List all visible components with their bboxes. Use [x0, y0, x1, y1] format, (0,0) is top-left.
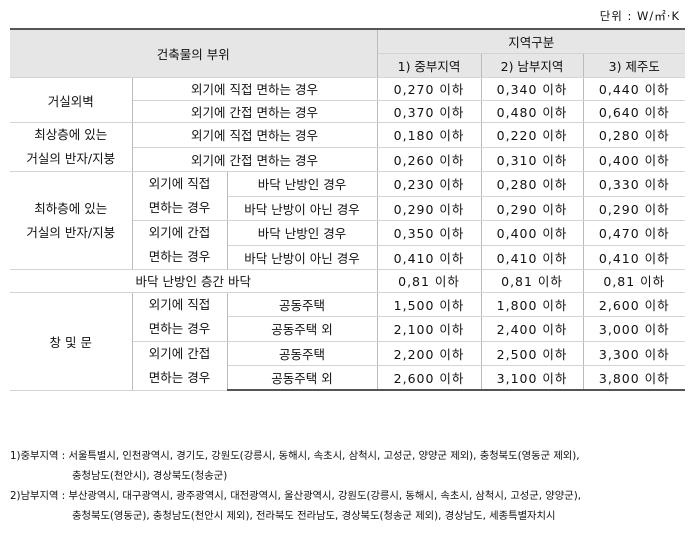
value-cell: 0,480 이하: [481, 100, 584, 123]
header-region-jeju: 3) 제주도: [583, 53, 686, 78]
floor-not-heated-label: 바닥 난방이 아닌 경우: [227, 245, 378, 270]
table-row: 공동주택 외 2,600 이하 3,100 이하 3,800 이하: [10, 365, 686, 391]
value-cell: 0,400 이하: [583, 147, 686, 172]
wall-indirect-label: 외기에 간접 면하는 경우: [132, 100, 378, 123]
value-cell: 2,400 이하: [481, 316, 584, 342]
value-cell: 0,81 이하: [481, 269, 584, 293]
roof-direct-label: 외기에 직접 면하는 경우: [132, 122, 378, 148]
windows-direct-label: 외기에 직접 면하는 경우: [132, 291, 228, 342]
footnotes: 1)중부지역 : 서울특별시, 인천광역시, 경기도, 강원도(강릉시, 동해시…: [10, 446, 690, 526]
table-row: 바닥 난방이 아닌 경우 0,410 이하 0,410 이하 0,410 이하: [10, 245, 686, 270]
value-cell: 3,000 이하: [583, 316, 686, 342]
roof-label-line2: 거실의 반자/지붕: [26, 151, 116, 166]
wall-label: 거실외벽: [10, 77, 133, 123]
value-cell: 3,800 이하: [583, 365, 686, 391]
value-cell: 0,330 이하: [583, 171, 686, 197]
header-region-central: 1) 중부지역: [377, 53, 482, 78]
table-row: 최상층에 있는 거실의 반자/지붕 외기에 직접 면하는 경우 0,180 이하…: [10, 122, 686, 172]
windows-indirect-line1: 외기에 간접: [148, 345, 211, 361]
value-cell: 0,280 이하: [481, 171, 584, 197]
value-cell: 0,410 이하: [377, 245, 482, 270]
floor-direct-line1: 외기에 직접: [148, 176, 211, 191]
table-row: 바닥 난방이 아닌 경우 0,290 이하 0,290 이하 0,290 이하: [10, 196, 686, 221]
value-cell: 0,290 이하: [583, 196, 686, 221]
unit-label: 단위 : W/㎡·K: [599, 9, 680, 23]
value-cell: 0,410 이하: [481, 245, 584, 270]
table-row: 외기에 간접 면하는 경우 바닥 난방인 경우 0,350 이하 0,400 이…: [10, 220, 686, 270]
table-row: 외기에 간접 면하는 경우 0,370 이하 0,480 이하 0,640 이하: [10, 100, 686, 123]
value-cell: 2,100 이하: [377, 316, 482, 342]
header-row: 건축물의 부위 지역구분: [10, 28, 686, 78]
value-cell: 0,290 이하: [377, 196, 482, 221]
table-row: 바닥 난방인 층간 바닥 0,81 이하 0,81 이하 0,81 이하: [10, 269, 686, 293]
value-cell: 1,500 이하: [377, 291, 482, 317]
value-cell: 2,600 이하: [583, 291, 686, 317]
footnote-central-line1: 1)중부지역 : 서울특별시, 인천광역시, 경기도, 강원도(강릉시, 동해시…: [10, 450, 580, 462]
floor-label-line1: 최하층에 있는: [34, 200, 108, 216]
value-cell: 2,200 이하: [377, 341, 482, 366]
windows-indirect-label: 외기에 간접 면하는 경우: [132, 341, 228, 391]
header-region-southern: 2) 남부지역: [481, 53, 584, 78]
windows-non-apartment-label: 공동주택 외: [227, 365, 378, 391]
value-cell: 0,410 이하: [583, 245, 686, 270]
table-row: 창 및 문 외기에 직접 면하는 경우 공동주택 1,500 이하 1,800 …: [10, 291, 686, 391]
floor-direct-line2: 면하는 경우: [148, 200, 211, 215]
value-cell: 0,260 이하: [377, 147, 482, 172]
floor-label: 최하층에 있는 거실의 반자/지붕: [10, 171, 133, 270]
footnote-southern-line1: 2)남부지역 : 부산광역시, 대구광역시, 광주광역시, 대전광역시, 울산광…: [10, 490, 582, 502]
value-cell: 0,370 이하: [377, 100, 482, 123]
value-cell: 3,300 이하: [583, 341, 686, 366]
windows-direct-line2: 면하는 경우: [148, 320, 211, 336]
value-cell: 2,600 이하: [377, 365, 482, 391]
value-cell: 0,220 이하: [481, 122, 584, 148]
windows-indirect-line2: 면하는 경우: [148, 369, 211, 385]
value-cell: 0,640 이하: [583, 100, 686, 123]
floor-indirect-line2: 면하는 경우: [148, 249, 211, 264]
value-cell: 1,800 이하: [481, 291, 584, 317]
value-cell: 0,290 이하: [481, 196, 584, 221]
footnote-central-line2: 충청남도(천안시), 경상북도(청송군): [72, 470, 228, 482]
table-row: 외기에 간접 면하는 경우 공동주택 2,200 이하 2,500 이하 3,3…: [10, 341, 686, 391]
roof-label: 최상층에 있는 거실의 반자/지붕: [10, 122, 133, 172]
table-row: 공동주택 외 2,100 이하 2,400 이하 3,000 이하: [10, 316, 686, 342]
header-region-group: 지역구분: [377, 28, 686, 54]
header-part: 건축물의 부위: [10, 28, 378, 78]
table-row: 거실외벽 외기에 직접 면하는 경우 0,270 이하 0,340 이하 0,4…: [10, 77, 686, 123]
wall-direct-label: 외기에 직접 면하는 경우: [132, 77, 378, 101]
floor-indirect-line1: 외기에 간접: [148, 225, 211, 240]
value-cell: 0,470 이하: [583, 220, 686, 246]
floor-heated-label: 바닥 난방인 경우: [227, 171, 378, 197]
value-cell: 0,350 이하: [377, 220, 482, 246]
value-cell: 0,81 이하: [583, 269, 686, 293]
windows-apartment-label: 공동주택: [227, 341, 378, 366]
interfloor-label: 바닥 난방인 층간 바닥: [10, 269, 378, 293]
floor-direct-label: 외기에 직접 면하는 경우: [132, 171, 228, 221]
windows-apartment-label: 공동주택: [227, 291, 378, 317]
value-cell: 2,500 이하: [481, 341, 584, 366]
roof-indirect-label: 외기에 간접 면하는 경우: [132, 147, 378, 172]
windows-direct-line1: 외기에 직접: [148, 296, 211, 312]
value-cell: 0,280 이하: [583, 122, 686, 148]
floor-not-heated-label: 바닥 난방이 아닌 경우: [227, 196, 378, 221]
value-cell: 0,180 이하: [377, 122, 482, 148]
value-cell: 3,100 이하: [481, 365, 584, 391]
floor-indirect-label: 외기에 간접 면하는 경우: [132, 220, 228, 270]
value-cell: 0,81 이하: [377, 269, 482, 293]
floor-label-line2: 거실의 반자/지붕: [26, 224, 116, 240]
windows-non-apartment-label: 공동주택 외: [227, 316, 378, 342]
floor-heated-label: 바닥 난방인 경우: [227, 220, 378, 246]
insulation-table: 건축물의 부위 지역구분 1) 중부지역 2) 남부지역 3) 제주도 거실외벽…: [10, 28, 686, 391]
footnote-southern-line2: 충청북도(영동군), 충청남도(천안시 제외), 전라북도 전라남도, 경상북도…: [72, 510, 556, 522]
table-row: 최하층에 있는 거실의 반자/지붕 외기에 직접 면하는 경우 바닥 난방인 경…: [10, 171, 686, 270]
value-cell: 0,400 이하: [481, 220, 584, 246]
value-cell: 0,230 이하: [377, 171, 482, 197]
windows-label: 창 및 문: [10, 291, 133, 391]
value-cell: 0,310 이하: [481, 147, 584, 172]
roof-label-line1: 최상층에 있는: [34, 127, 108, 142]
header-regions-row: 1) 중부지역 2) 남부지역 3) 제주도: [10, 53, 686, 78]
value-cell: 0,440 이하: [583, 77, 686, 101]
value-cell: 0,270 이하: [377, 77, 482, 101]
value-cell: 0,340 이하: [481, 77, 584, 101]
